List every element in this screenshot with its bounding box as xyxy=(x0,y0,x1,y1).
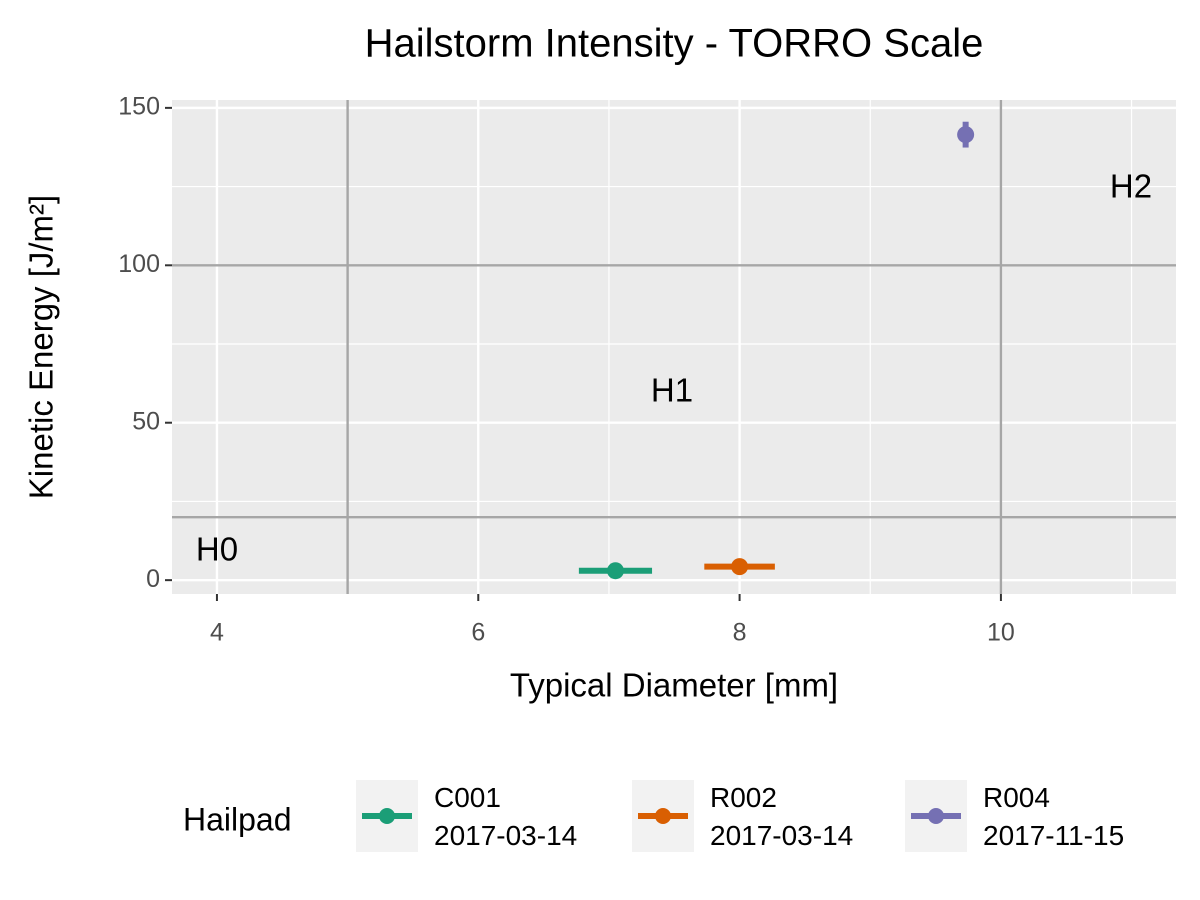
point xyxy=(731,558,749,576)
y-tick-label: 50 xyxy=(132,407,160,435)
y-tick-label: 100 xyxy=(118,250,160,278)
y-tick-label: 150 xyxy=(118,92,160,120)
x-tick-label: 4 xyxy=(210,619,224,647)
zone-label: H2 xyxy=(1110,168,1152,205)
x-tick-label: 10 xyxy=(987,619,1015,647)
legend-point xyxy=(379,808,395,824)
y-tick-label: 0 xyxy=(146,565,160,593)
legend-point xyxy=(655,808,671,824)
point xyxy=(957,126,975,144)
legend-label: C001 2017-03-14 xyxy=(434,782,577,851)
plot-panel xyxy=(172,100,1176,594)
legend-point xyxy=(928,808,944,824)
chart-title: Hailstorm Intensity - TORRO Scale xyxy=(365,22,984,66)
x-tick-label: 8 xyxy=(733,619,747,647)
legend-label: R002 2017-03-14 xyxy=(710,782,853,851)
x-axis-label: Typical Diameter [mm] xyxy=(510,667,838,704)
x-tick-label: 6 xyxy=(471,619,485,647)
legend-title: Hailpad xyxy=(183,801,292,837)
point xyxy=(606,562,624,580)
legend-label: R004 2017-11-15 xyxy=(983,782,1124,851)
zone-label: H1 xyxy=(651,372,693,409)
zone-label: H0 xyxy=(196,531,238,568)
y-axis-label: Kinetic Energy [J/m²] xyxy=(23,195,60,499)
